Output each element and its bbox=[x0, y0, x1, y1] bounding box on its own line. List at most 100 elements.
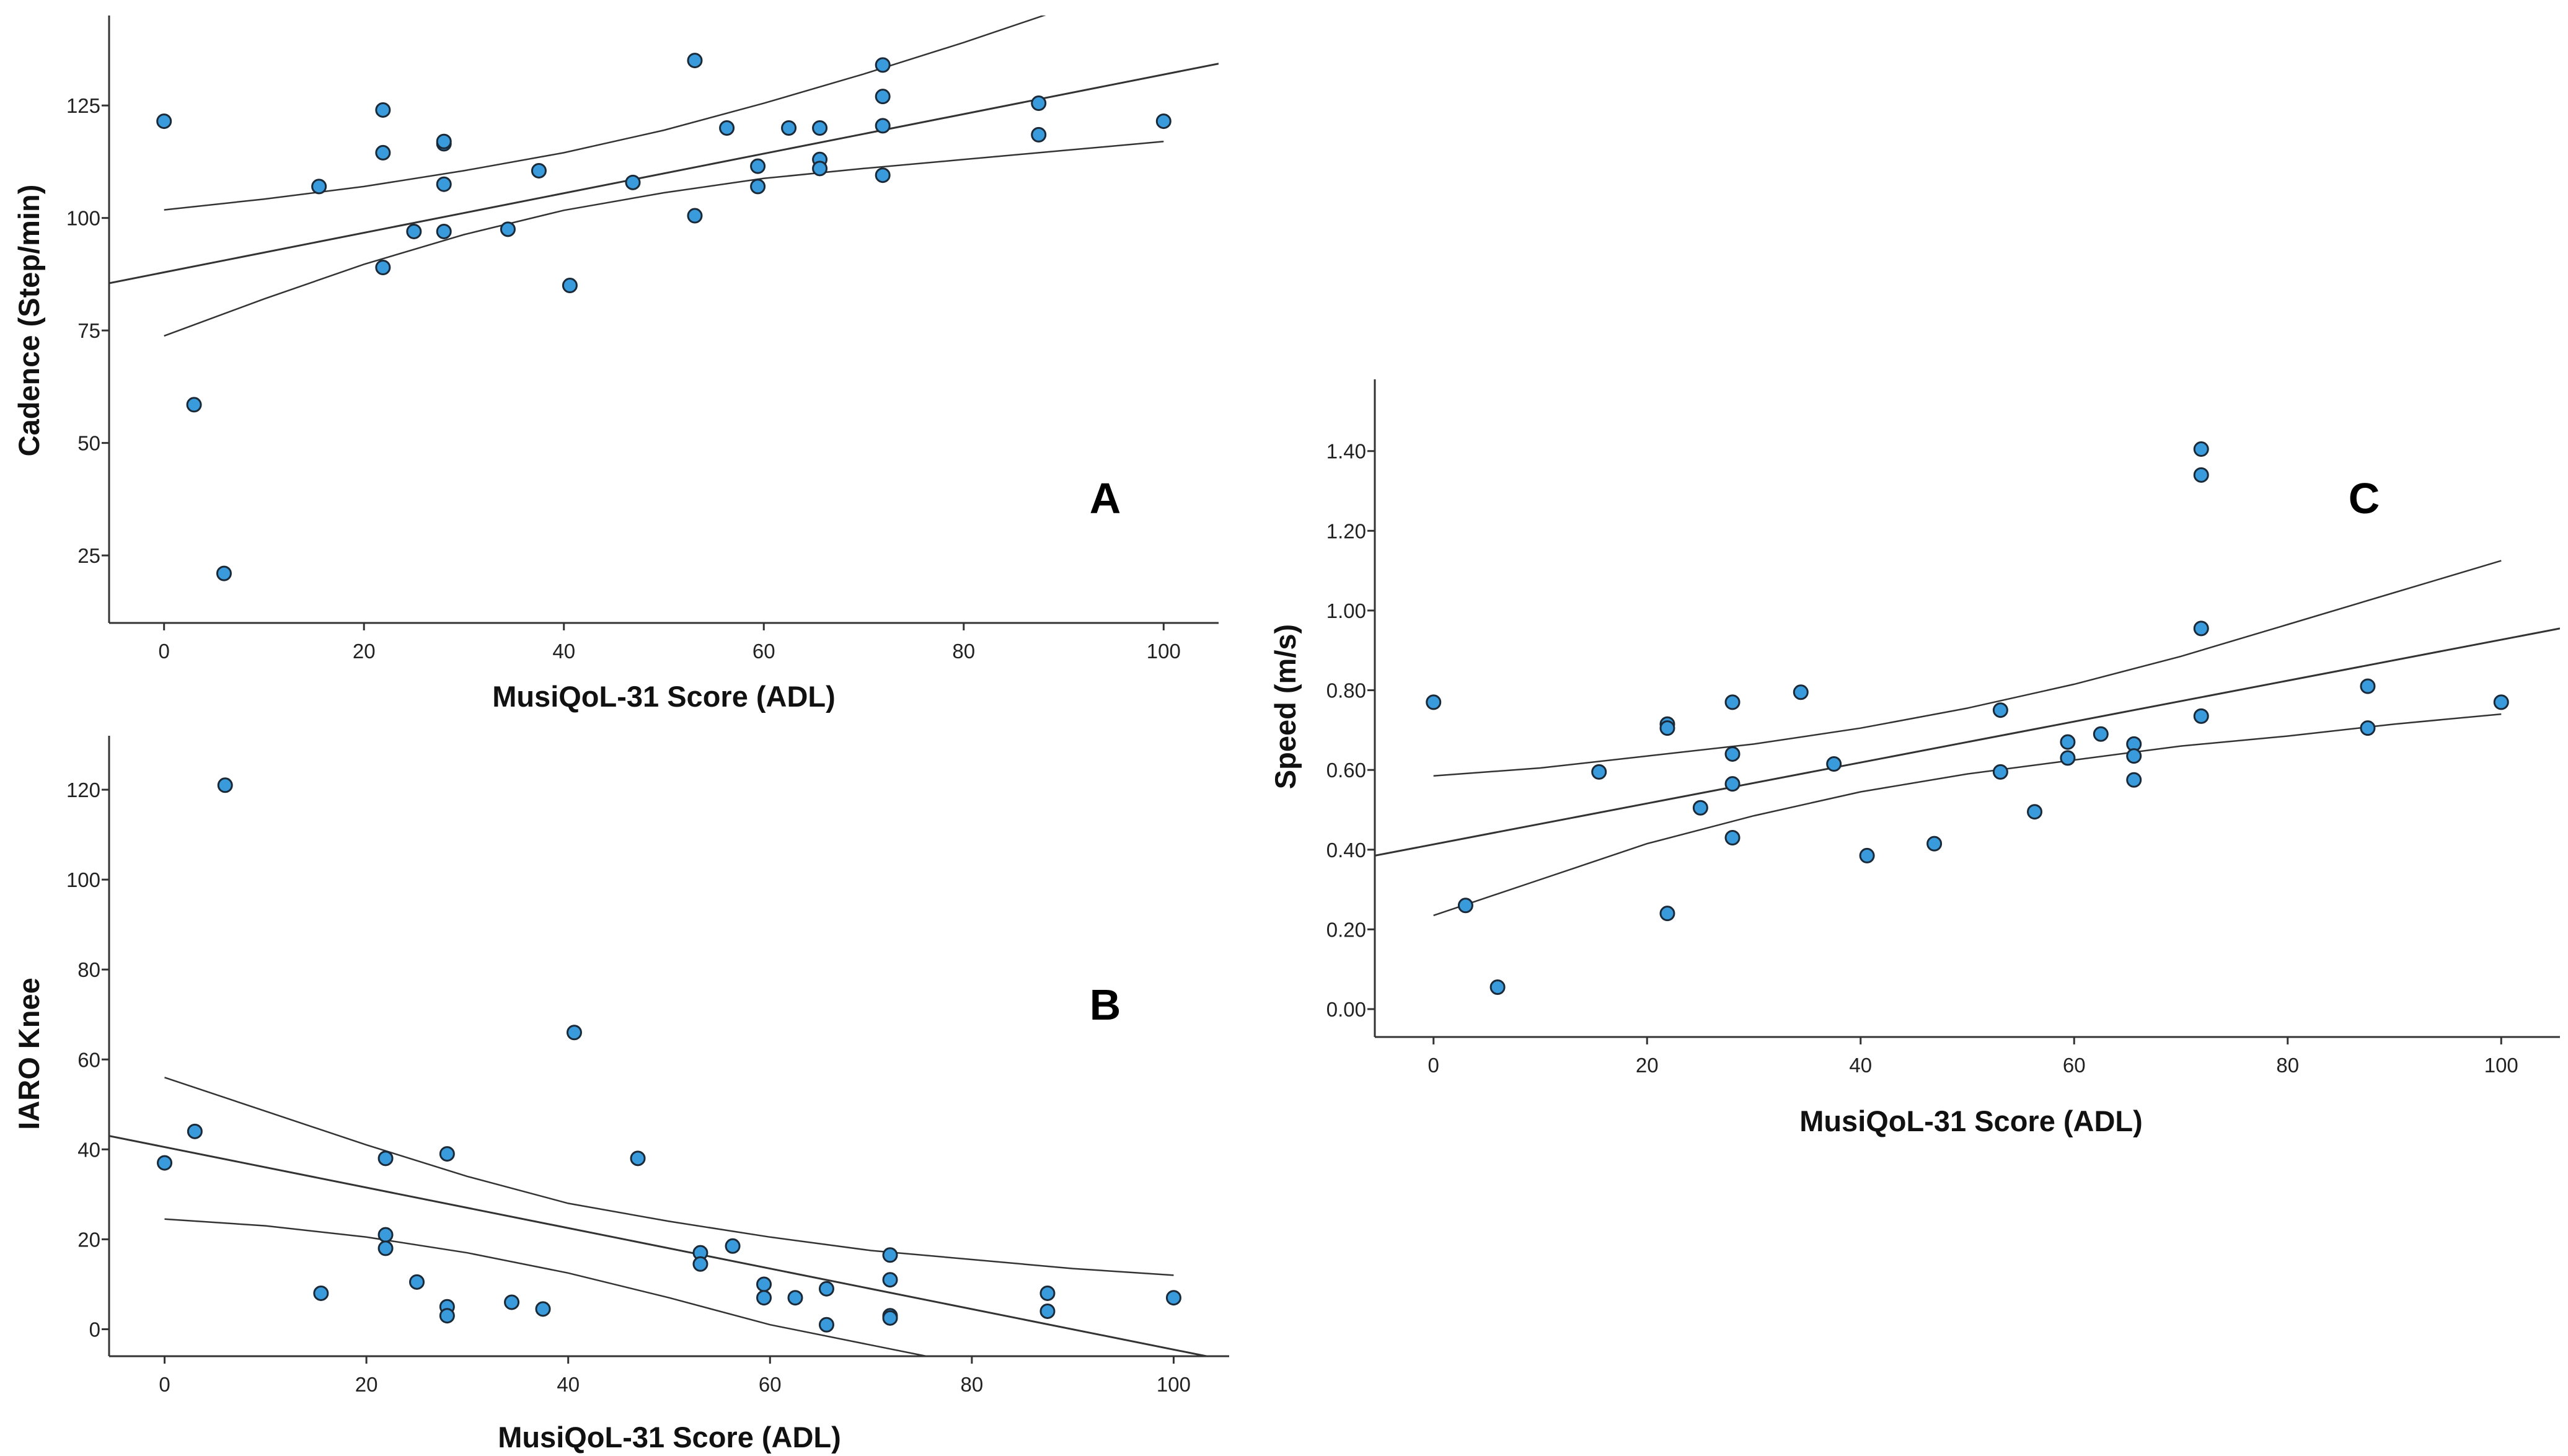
panel-b-data-point bbox=[187, 1123, 203, 1139]
panel-c-data-point bbox=[1992, 702, 2008, 718]
panel-c-x-tick-label: 80 bbox=[2276, 1054, 2299, 1077]
panel-c-data-point bbox=[1724, 829, 1741, 845]
panel-a-data-point bbox=[750, 158, 766, 174]
panel-c-data-point bbox=[2027, 804, 2043, 820]
panel-a-data-point bbox=[375, 260, 391, 276]
panel-a-data-point bbox=[562, 278, 578, 294]
panel-b-x-tick-label: 20 bbox=[355, 1373, 378, 1396]
panel-a-data-point bbox=[436, 176, 452, 192]
panel-b-data-point bbox=[409, 1274, 425, 1290]
panel-c-ci-upper-line bbox=[1433, 560, 2502, 777]
panel-c-letter: C bbox=[2349, 474, 2380, 523]
panel-c-x-tick-label: 20 bbox=[1636, 1054, 1659, 1077]
panel-a-y-tick-label: 25 bbox=[77, 544, 100, 567]
panel-c-y-tick-label: 1.20 bbox=[1326, 519, 1366, 542]
panel-a-data-point bbox=[812, 161, 828, 177]
panel-c-data-point bbox=[2193, 708, 2209, 724]
panel-a-x-tick-label: 0 bbox=[159, 640, 170, 663]
panel-b-data-point bbox=[882, 1272, 898, 1288]
panel-a-data-point bbox=[750, 179, 766, 195]
panel-b-y-tick-label: 80 bbox=[77, 958, 100, 981]
panel-a-data-point bbox=[875, 167, 891, 183]
panel-a-data-point bbox=[436, 133, 452, 149]
panel-b-data-point bbox=[217, 777, 233, 793]
panel-c-data-point bbox=[2060, 750, 2076, 766]
panel-c-data-point bbox=[1859, 847, 1875, 863]
panel-a-data-point bbox=[1031, 126, 1047, 143]
panel-a-x-axis-title: MusiQoL-31 Score (ADL) bbox=[492, 680, 836, 713]
panel-a-y-tick-label: 75 bbox=[77, 319, 100, 342]
panel-b-data-point bbox=[756, 1290, 772, 1306]
panel-a-x-tick-label: 80 bbox=[952, 640, 975, 663]
panel-b-y-tick-label: 100 bbox=[66, 868, 100, 891]
panel-b-data-point bbox=[439, 1308, 455, 1324]
panel-c-data-point bbox=[1926, 836, 1943, 852]
panel-c-data-point bbox=[1826, 756, 1842, 772]
panel-c-data-point bbox=[2360, 720, 2376, 736]
panel-a-ci-lower-line bbox=[164, 141, 1164, 337]
panel-c-y-tick-label: 0.80 bbox=[1326, 679, 1366, 702]
panel-a-data-point bbox=[436, 223, 452, 239]
panel-b-data-point bbox=[566, 1025, 582, 1041]
panel-b-x-axis-title: MusiQoL-31 Score (ADL) bbox=[498, 1421, 841, 1454]
panel-b-regression-line bbox=[109, 1135, 1212, 1356]
panel-c-data-point bbox=[2126, 748, 2142, 764]
panel-c-x-tick-label: 100 bbox=[2484, 1054, 2518, 1077]
panel-c-data-point bbox=[2193, 467, 2209, 483]
panel-b-data-point bbox=[1039, 1285, 1056, 1301]
panel-a-data-point bbox=[375, 144, 391, 161]
panel-c-data-point bbox=[1692, 800, 1708, 816]
panel-c-data-point bbox=[1724, 776, 1741, 792]
panel-a-data-point bbox=[687, 208, 703, 224]
panel-c-data-point bbox=[1992, 764, 2008, 780]
panel-a-x-tick-label: 60 bbox=[752, 640, 775, 663]
panel-c-data-point bbox=[2193, 620, 2209, 637]
panel-b-y-tick-label: 60 bbox=[77, 1048, 100, 1071]
panel-a-regression-line bbox=[109, 63, 1219, 285]
panel-b-y-tick-label: 20 bbox=[77, 1228, 100, 1251]
panel-b-data-point bbox=[692, 1256, 708, 1272]
panel-b-y-tick-label: 120 bbox=[66, 779, 100, 801]
panel-a-data-point bbox=[812, 120, 828, 136]
panel-c-y-tick-label: 1.00 bbox=[1326, 599, 1366, 622]
panel-c-data-point bbox=[1489, 979, 1506, 995]
panel-a-data-point bbox=[311, 179, 327, 195]
panel-c-data-point bbox=[1724, 694, 1741, 710]
panel-b-x-tick-label: 60 bbox=[759, 1373, 782, 1396]
panel-c-data-point bbox=[1724, 746, 1741, 762]
panel-a-data-point bbox=[1031, 95, 1047, 112]
panel-b-data-point bbox=[1039, 1303, 1056, 1319]
panel-a-x-tick-label: 20 bbox=[353, 640, 376, 663]
panel-a-ci-upper-line bbox=[164, 15, 1046, 211]
panel-b-x-tick-label: 0 bbox=[159, 1373, 170, 1396]
panel-b-y-tick-label: 40 bbox=[77, 1138, 100, 1161]
panel-a-data-point bbox=[719, 120, 735, 136]
panel-b-data-point bbox=[377, 1240, 394, 1256]
panel-c-y-tick-label: 0.20 bbox=[1326, 918, 1366, 941]
panel-b-data-point bbox=[313, 1285, 329, 1301]
panel-c-ci-lower-line bbox=[1433, 713, 2502, 917]
panel-c-y-axis-title: Speed (m/s) bbox=[1269, 624, 1302, 789]
panel-b-ci-upper-line bbox=[164, 1077, 1174, 1276]
panel-b-x-tick-label: 100 bbox=[1157, 1373, 1191, 1396]
panel-c-data-point bbox=[2126, 772, 2142, 788]
panel-a-data-point bbox=[375, 102, 391, 118]
panel-c-x-tick-label: 60 bbox=[2063, 1054, 2086, 1077]
panel-b-letter: B bbox=[1090, 981, 1121, 1029]
panel-a-cadence-chart: A MusiQoL-31 Score (ADL) Cadence (Step/m… bbox=[12, 15, 1219, 713]
panel-c-x-axis-title: MusiQoL-31 Score (ADL) bbox=[1799, 1105, 2143, 1137]
panel-b-data-point bbox=[157, 1155, 173, 1171]
panel-b-data-point bbox=[504, 1294, 520, 1310]
panel-b-data-point bbox=[725, 1238, 741, 1254]
panel-b-data-point bbox=[787, 1290, 803, 1306]
panel-c-data-point bbox=[1457, 898, 1473, 914]
panel-a-data-point bbox=[406, 223, 422, 239]
panel-a-data-point bbox=[875, 118, 891, 134]
panel-a-y-tick-label: 125 bbox=[66, 94, 100, 117]
panel-c-y-tick-label: 0.00 bbox=[1326, 998, 1366, 1021]
panel-c-data-point bbox=[1426, 694, 1442, 710]
panel-c-data-point bbox=[2360, 678, 2376, 694]
panel-b-y-tick-label: 0 bbox=[89, 1318, 100, 1341]
panel-c-data-point bbox=[1659, 720, 1675, 736]
panel-c-data-point bbox=[2093, 726, 2109, 742]
